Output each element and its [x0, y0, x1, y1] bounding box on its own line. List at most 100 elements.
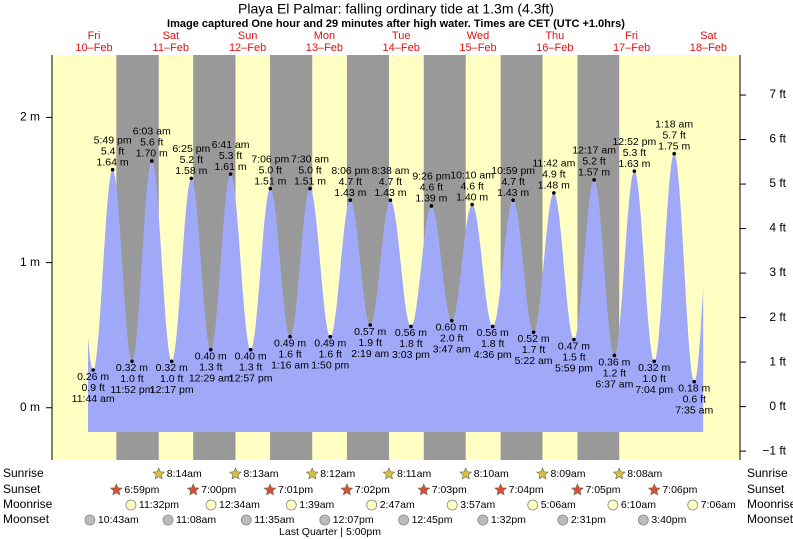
extreme-dot: [592, 178, 596, 182]
extreme-m-label: 1.58 m: [175, 165, 207, 177]
extreme-dot: [288, 334, 292, 339]
extreme-ft-label: 0.6 ft: [683, 393, 706, 405]
day-date: 13–Feb: [306, 42, 343, 54]
extreme-ft-label: 1.3 ft: [239, 361, 262, 373]
astro-time: 3:57am: [460, 499, 495, 511]
extreme-time: 1:18 am: [655, 118, 693, 130]
day-weekday: Fri: [88, 30, 101, 42]
extreme-m-label: 0.32 m: [156, 362, 188, 374]
extreme-ft-label: 1.6 ft: [319, 348, 342, 360]
day-weekday: Tue: [392, 30, 411, 42]
extreme-dot: [368, 323, 373, 327]
extreme-m-label: 0.49 m: [314, 337, 346, 349]
extreme-ft-label: 4.7 ft: [339, 176, 362, 188]
extreme-m-label: 0.40 m: [195, 350, 227, 362]
extreme-time: 5:59 pm: [555, 362, 593, 374]
chart-subtitle: Image captured One hour and 29 minutes a…: [167, 18, 625, 30]
day-date: 10–Feb: [75, 42, 112, 54]
extreme-dot: [511, 198, 515, 202]
extreme-time: 7:04 pm: [635, 384, 673, 396]
row-label: Sunset: [747, 482, 785, 496]
moon-icon: [557, 514, 569, 526]
y2-tick-label: 0 ft: [769, 399, 786, 413]
extreme-dot: [449, 318, 454, 323]
extreme-m-label: 1.51 m: [294, 175, 326, 187]
extreme-ft-label: 2.0 ft: [440, 332, 463, 344]
extreme-time: 4:36 pm: [474, 349, 512, 361]
extreme-time: 12:17 am: [572, 145, 616, 157]
extreme-time: 6:41 am: [212, 139, 250, 151]
extreme-ft-label: 1.8 ft: [399, 338, 422, 350]
extreme-m-label: 1.57 m: [578, 167, 610, 179]
moon-icon: [285, 499, 297, 511]
extreme-ft-label: 5.0 ft: [298, 164, 321, 176]
astro-time: 11:08am: [176, 514, 216, 526]
astro-time: 12:07pm: [333, 514, 374, 526]
extreme-dot: [308, 186, 312, 191]
star-icon: [340, 483, 354, 496]
extreme-m-label: 1.61 m: [215, 161, 247, 173]
astro-time: 8:11am: [397, 468, 431, 480]
extreme-dot: [470, 202, 474, 207]
moon-icon: [240, 514, 252, 526]
extreme-time: 1:50 pm: [311, 359, 349, 371]
moon-icon: [366, 499, 378, 511]
y2-tick-label: 5 ft: [769, 176, 786, 190]
star-icon: [152, 467, 166, 480]
astro-time: 1:32pm: [491, 514, 526, 526]
extreme-time: 11:44 am: [72, 393, 115, 405]
extreme-ft-label: 1.5 ft: [562, 351, 585, 363]
extreme-dot: [612, 353, 617, 358]
extreme-ft-label: 1.0 ft: [160, 373, 183, 385]
chart-title: Playa El Palmar: falling ordinary tide a…: [238, 1, 554, 17]
extreme-dot: [189, 176, 194, 181]
moon-icon: [125, 499, 137, 511]
day-date: 11–Feb: [153, 42, 190, 54]
moon-icon: [446, 499, 458, 511]
extreme-m-label: 0.47 m: [558, 340, 590, 352]
star-icon: [536, 467, 549, 480]
extreme-time: 6:25 pm: [172, 143, 210, 155]
extreme-m-label: 1.39 m: [415, 193, 447, 205]
extreme-dot: [429, 204, 434, 208]
extreme-time: 7:30 am: [291, 153, 329, 165]
extreme-m-label: 0.52 m: [518, 333, 550, 345]
day-weekday: Thu: [545, 30, 564, 42]
y-tick-label: 0 m: [20, 400, 40, 414]
extreme-dot: [110, 167, 115, 172]
extreme-time: 12:17 pm: [150, 384, 194, 396]
extreme-dot: [652, 359, 657, 364]
extreme-m-label: 0.49 m: [274, 337, 306, 349]
row-label: Sunrise: [3, 466, 44, 480]
astro-time: 7:00pm: [201, 484, 236, 496]
extreme-ft-label: 1.3 ft: [199, 361, 222, 373]
extreme-time: 1:16 am: [271, 359, 309, 371]
astro-time: 8:08am: [627, 468, 662, 480]
star-icon: [263, 483, 277, 496]
extreme-m-label: 1.43 m: [497, 187, 529, 199]
day-weekday: Sat: [700, 30, 717, 42]
extreme-time: 11:52 pm: [110, 384, 153, 396]
extreme-dot: [692, 379, 697, 384]
extreme-ft-label: 4.7 ft: [501, 176, 524, 188]
row-label: Moonset: [747, 512, 793, 526]
extreme-dot: [208, 347, 213, 352]
extreme-ft-label: 5.0 ft: [259, 164, 282, 176]
extreme-m-label: 1.43 m: [374, 187, 406, 199]
extreme-ft-label: 1.9 ft: [359, 337, 382, 349]
row-label: Sunset: [3, 482, 41, 496]
day-date: 12–Feb: [229, 42, 266, 54]
extreme-m-label: 1.75 m: [658, 140, 690, 152]
extreme-ft-label: 5.7 ft: [662, 129, 685, 141]
day-date: 18–Feb: [690, 42, 727, 54]
astro-time: 8:12am: [320, 468, 355, 480]
extreme-m-label: 1.70 m: [136, 148, 168, 160]
extreme-ft-label: 1.8 ft: [481, 338, 504, 350]
extreme-time: 6:37 am: [595, 378, 633, 390]
extreme-m-label: 0.60 m: [436, 321, 468, 333]
y-tick-label: 2 m: [20, 110, 40, 124]
extreme-ft-label: 1.0 ft: [643, 373, 666, 385]
extreme-ft-label: 5.6 ft: [140, 137, 163, 149]
day-weekday: Sun: [238, 30, 258, 42]
astro-time: 8:14am: [167, 468, 202, 480]
